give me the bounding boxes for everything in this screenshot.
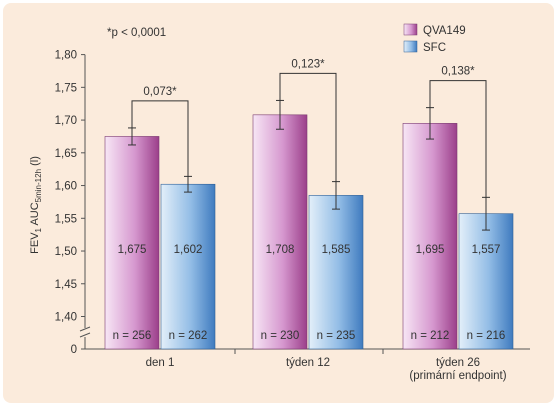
difference-label: 0,138* (441, 66, 475, 78)
bar-n-label: n = 256 (113, 330, 152, 342)
plot-area: 1,80 1,75 1,70 1,65 1,60 1,55 1,50 1,45 1,40 0 1,6… (55, 50, 530, 382)
legend-swatch-sfc (403, 40, 418, 53)
bar-sfc (308, 195, 364, 350)
x-category-label: den 1 (146, 357, 175, 369)
bar-value-label: 1,585 (322, 244, 351, 256)
difference-bracket (279, 72, 337, 182)
bar-qva149 (252, 114, 308, 350)
bar-n-label: n = 235 (317, 330, 356, 342)
difference-bracket (429, 80, 487, 198)
y-tick-label: 1,70 (55, 115, 77, 127)
y-tick-label: 1,75 (55, 82, 77, 94)
y-tick-label: 1,45 (55, 279, 77, 291)
y-axis-title: FEV1 AUC5min-12h (l) (29, 156, 43, 254)
bar-qva149 (402, 123, 458, 350)
difference-bracket (131, 100, 189, 177)
y-tick-label: 1,80 (55, 50, 77, 62)
bar-value-label: 1,695 (416, 244, 445, 256)
x-category-label: týden 12 (286, 357, 330, 369)
bar-qva149 (104, 136, 160, 350)
bar-value-label: 1,675 (118, 244, 147, 256)
bar-value-label: 1,602 (174, 244, 203, 256)
y-axis-title-mid: AUC (29, 202, 41, 228)
y-axis-title-sub2: 5min-12h (34, 169, 43, 202)
legend-swatch-qva149 (403, 23, 418, 36)
y-tick-label: 1,50 (55, 246, 77, 258)
y-tick-label: 1,40 (55, 312, 77, 324)
y-tick-label: 1,60 (55, 181, 77, 193)
y-tick-label: 1,65 (55, 148, 77, 160)
difference-label: 0,073* (143, 86, 177, 98)
y-tick-label: 1,55 (55, 213, 77, 225)
bar-sfc (160, 183, 216, 350)
bar-value-label: 1,708 (266, 244, 295, 256)
y-axis-title-unit: (l) (29, 156, 41, 169)
bar-n-label: n = 216 (467, 330, 506, 342)
y-axis-title-main: FEV (29, 232, 41, 254)
bar-n-label: n = 212 (411, 330, 450, 342)
bar-n-label: n = 230 (261, 330, 300, 342)
bar-sfc (458, 213, 514, 350)
x-category-sublabel: (primární endpoint) (409, 370, 506, 382)
legend-label-sfc: SFC (423, 42, 446, 54)
bar-value-label: 1,557 (472, 244, 501, 256)
axis-break-mark (79, 326, 91, 338)
y-tick-label: 0 (71, 344, 77, 356)
svg-text:FEV1 AUC5min-12h (l): FEV1 AUC5min-12h (l) (29, 156, 43, 254)
x-category-label: týden 26 (436, 357, 480, 369)
y-axis-title-sub1: 1 (34, 227, 43, 232)
legend: QVA149 SFC (403, 23, 466, 54)
legend-label-qva149: QVA149 (423, 25, 466, 37)
bar-n-label: n = 262 (169, 330, 208, 342)
significance-note: *p < 0,0001 (107, 27, 166, 39)
difference-label: 0,123* (291, 58, 325, 70)
